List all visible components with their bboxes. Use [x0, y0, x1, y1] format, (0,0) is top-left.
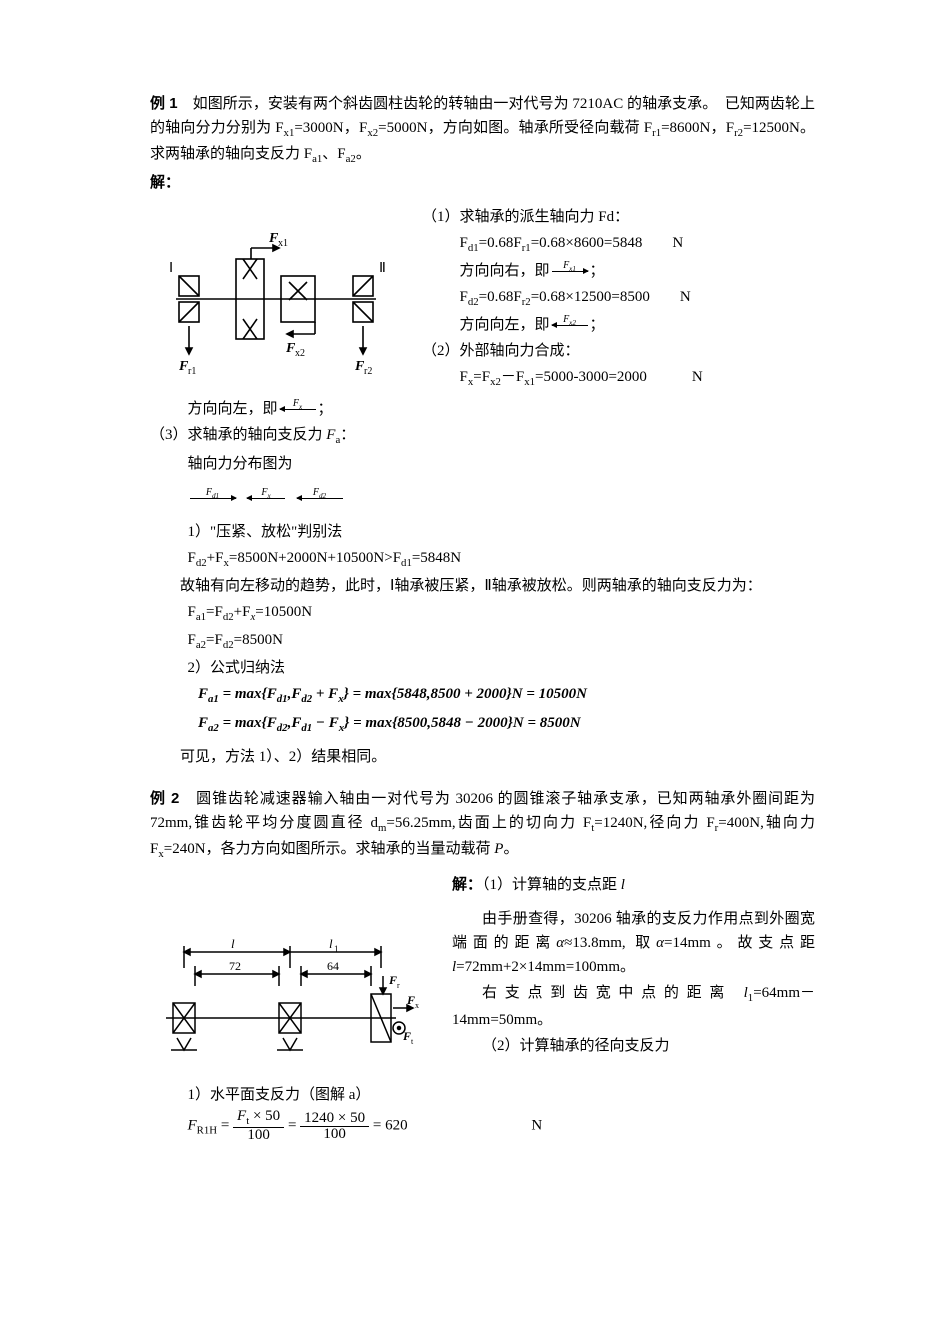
- d1-label-II: Ⅱ: [379, 261, 386, 276]
- ex2-pg: 。: [503, 841, 518, 857]
- svg-text:x: x: [415, 1001, 419, 1010]
- svg-text:x2: x2: [295, 348, 305, 359]
- ex2-pb: =56.25mm,齿面上的切向力 F: [386, 815, 591, 831]
- svg-text:F: F: [388, 973, 397, 987]
- svg-text:r1: r1: [188, 366, 196, 374]
- ex2-s1-p1: 由手册查得，30206 轴承的支反力作用点到外圈宽端面的距离α≈13.8mm, …: [452, 907, 815, 979]
- svg-text:72: 72: [229, 959, 241, 973]
- ex1-end: 。: [356, 146, 371, 162]
- ex2-solve-line: 解：（1）计算轴的支点距 l: [452, 873, 815, 897]
- example-2: 例 2 圆锥齿轮减速器输入轴由一对代号为 30206 的圆锥滚子轴承支承，已知两…: [150, 787, 815, 1143]
- ex1-label: 例 1: [150, 95, 178, 112]
- ex1-solve: 解：: [150, 171, 815, 195]
- ex2-problem: 例 2 圆锥齿轮减速器输入轴由一对代号为 30206 的圆锥滚子轴承支承，已知两…: [150, 787, 815, 864]
- svg-text:F: F: [406, 993, 415, 1007]
- ex1-m1-l1: Fd2+Fx=8500N+2000N+10500N>Fd1=5848N: [150, 546, 815, 572]
- ex1-concl: 可见，方法 1）、2）结果相同。: [150, 745, 815, 769]
- ex1-m1-l4: Fa2=Fd2=8500N: [150, 628, 815, 654]
- d1-label-I: Ⅰ: [169, 261, 173, 276]
- ex1-m1-l3: Fa1=Fd2+Fx=10500N: [150, 600, 815, 626]
- ex2-pc: =1240N,径向力 F: [594, 815, 714, 831]
- ex2-s2-h: （2）计算轴承的径向支反力: [452, 1034, 815, 1058]
- ex1-s1-l2: Fd2=0.68Fr2=0.68×12500=8500 N: [422, 285, 815, 311]
- ex1-diagram: Ⅰ Ⅱ Fx1 Fx2 Fr1 Fr2: [150, 203, 402, 375]
- ex2-eq: FR1H = Ft × 50100 = 1240 × 50100 = 620 N: [150, 1109, 815, 1143]
- ex1-fr1: =8600N，F: [661, 120, 734, 136]
- example-1: 例 1 如图所示，安装有两个斜齿圆柱齿轮的转轴由一对代号为 7210AC 的轴承…: [150, 92, 815, 769]
- ex2-s1-p2: 右支点到齿宽中点的距离 l1=64mm－14mm=50mm。: [452, 981, 815, 1031]
- ex2-m1-h: 1）水平面支反力（图解 a）: [150, 1083, 815, 1107]
- svg-text:t: t: [411, 1037, 414, 1046]
- svg-text:x1: x1: [278, 238, 288, 249]
- svg-text:F: F: [402, 1029, 411, 1043]
- ex1-s1-dir-r: 方向向右，即Fx1；: [422, 259, 815, 283]
- ex2-pe: =240N，各力方向如图所示。求轴承的当量动载荷: [164, 841, 495, 857]
- ex1-steps-col: （1）求轴承的派生轴向力 Fd： Fd1=0.68Fr1=0.68×8600=5…: [422, 203, 815, 394]
- ex1-s1-l1: Fd1=0.68Fr1=0.68×8600=5848 N: [422, 231, 815, 257]
- ex2-diagram: l l1 72 64 Fr Fx Ft: [150, 871, 432, 1079]
- ex1-m1-l2: 故轴有向左移动的趋势，此时，Ⅰ轴承被压紧，Ⅱ轴承被放松。则两轴承的轴向支反力为：: [150, 574, 815, 598]
- ex1-m2-h: 2）公式归纳法: [150, 656, 815, 680]
- ex1-fx1: =3000N，F: [294, 120, 367, 136]
- svg-text:64: 64: [327, 959, 339, 973]
- ex1-s3-l1: 轴向力分布图为: [150, 452, 815, 476]
- ex2-steps-col: 解：（1）计算轴的支点距 l 由手册查得，30206 轴承的支反力作用点到外圈宽…: [452, 871, 815, 1059]
- ex1-s1-dir-l: 方向向左，即Fx2；: [422, 313, 815, 337]
- ex1-m2-l1: Fa1 = max{Fd1,Fd2 + Fx} = max{5848,8500 …: [150, 682, 815, 708]
- svg-text:1: 1: [334, 944, 339, 954]
- ex1-problem: 例 1 如图所示，安装有两个斜齿圆柱齿轮的转轴由一对代号为 7210AC 的轴承…: [150, 92, 815, 169]
- ex1-s3-arrows: Fd1 Fx Fd2: [150, 478, 815, 510]
- ex1-s2-dir: 方向向左，即Fx；: [150, 397, 815, 421]
- svg-text:r: r: [397, 981, 400, 990]
- ex1-text-2: =5000N，方向如图。轴承所受径向载荷 F: [378, 120, 652, 136]
- ex2-label: 例 2: [150, 790, 179, 807]
- ex1-m1-h: 1）"压紧、放松"判别法: [150, 520, 815, 544]
- ex1-s2-h: （2）外部轴向力合成：: [422, 339, 815, 363]
- ex1-s2-l1: Fx=Fx2－Fx1=5000-3000=2000 N: [422, 365, 815, 391]
- ex1-fx2-sub: x2: [367, 127, 378, 139]
- svg-text:l: l: [329, 936, 333, 951]
- svg-text:l: l: [231, 936, 235, 951]
- ex1-s1-h: （1）求轴承的派生轴向力 Fd：: [422, 205, 815, 229]
- svg-text:r2: r2: [364, 366, 372, 374]
- ex1-m2-l2: Fa2 = max{Fd2,Fd1 − Fx} = max{8500,5848 …: [150, 711, 815, 737]
- ex1-fa-tail: 、F: [322, 146, 345, 162]
- ex2-row: l l1 72 64 Fr Fx Ft 解：（1）计算轴的支点距 l 由手册查得…: [150, 871, 815, 1079]
- ex1-row: Ⅰ Ⅱ Fx1 Fx2 Fr1 Fr2 （1）求轴承的派生轴向力 Fd： Fd1…: [150, 203, 815, 394]
- ex1-s3-h: （3）求轴承的轴向支反力 Fa：: [150, 423, 815, 449]
